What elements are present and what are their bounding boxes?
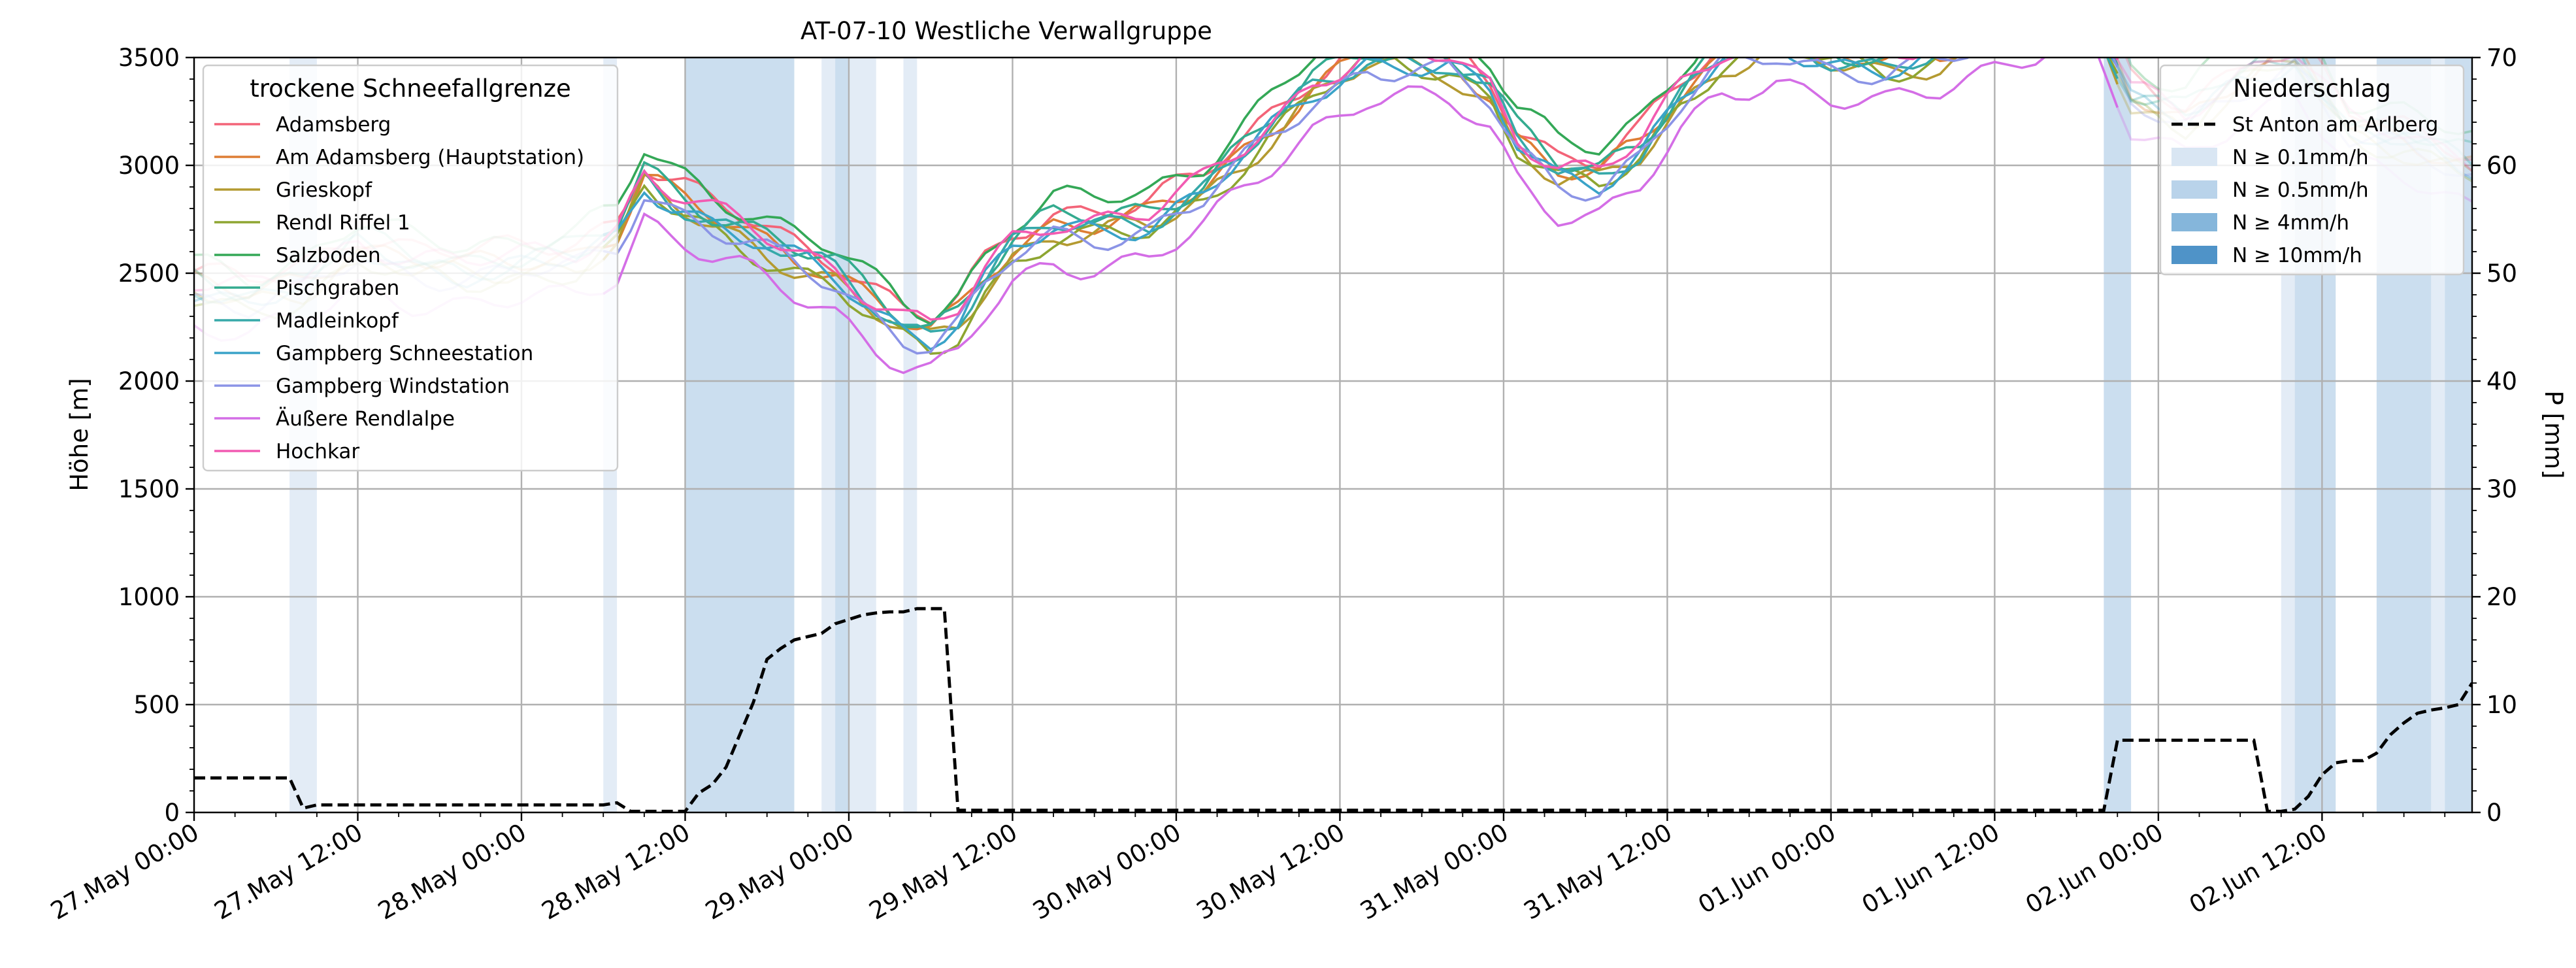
legend-title: trockene Schneefallgrenze <box>250 75 571 103</box>
y-tick-label: 500 <box>133 691 180 719</box>
y2-tick-label: 10 <box>2486 691 2517 719</box>
legend-precip-box <box>2159 64 2465 276</box>
legend-band-swatch <box>2171 213 2217 231</box>
series-line <box>603 58 2119 351</box>
legend-label: Hochkar <box>276 440 359 463</box>
legend-label: Gampberg Windstation <box>276 375 510 398</box>
precip-line <box>194 607 2472 812</box>
y2-tick-label: 40 <box>2486 367 2517 395</box>
y-tick-label: 0 <box>164 799 180 827</box>
y-axis-label: Höhe [m] <box>65 378 93 491</box>
series-line <box>603 58 2119 355</box>
y2-tick-label: 50 <box>2486 259 2517 288</box>
legend-band-swatch <box>2171 246 2217 264</box>
precip-band <box>903 58 917 812</box>
precip-band <box>2104 58 2132 812</box>
legend-label: Adamsberg <box>276 113 391 137</box>
y2-tick-label: 30 <box>2486 475 2517 503</box>
legend-band-label: N ≥ 0.5mm/h <box>2232 178 2369 202</box>
legend-band-label: N ≥ 10mm/h <box>2232 244 2362 267</box>
legend-precip: Niederschlag St Anton am Arlberg N ≥ 0.1mm… <box>2159 64 2465 276</box>
series-line <box>603 58 1700 325</box>
legend-band-swatch <box>2171 180 2217 199</box>
series-line <box>603 58 2119 375</box>
y2-tick-label: 70 <box>2486 44 2517 72</box>
legend-label: Am Adamsberg (Hauptstation) <box>276 146 584 169</box>
precip-band <box>821 58 836 812</box>
y-tick-label: 2000 <box>118 367 180 395</box>
y-tick-label: 1500 <box>118 475 180 503</box>
y-tick-label: 1000 <box>118 583 180 611</box>
y2-axis-label: P [mm] <box>2539 390 2568 478</box>
legend-band-label: N ≥ 0.1mm/h <box>2232 146 2369 169</box>
legend-precip-title: Niederschlag <box>2233 75 2391 103</box>
y2-tick-label: 20 <box>2486 583 2517 611</box>
legend-snowfall: trockene Schneefallgrenze Adamsberg Am Ada… <box>202 64 619 472</box>
legend-box <box>202 64 619 472</box>
legend-label: Madleinkopf <box>276 309 399 333</box>
precip-line-group <box>194 607 2472 812</box>
y2-tick-label: 60 <box>2486 152 2517 180</box>
legend-label: Salzboden <box>276 244 381 267</box>
y-tick-label: 3500 <box>118 44 180 72</box>
legend-band-swatch <box>2171 148 2217 166</box>
legend-label: Äußere Rendlalpe <box>276 407 455 431</box>
precip-band <box>685 58 795 812</box>
legend-label: Gampberg Schneestation <box>276 342 533 365</box>
legend-band-label: N ≥ 4mm/h <box>2232 211 2349 235</box>
y-tick-label: 2500 <box>118 259 180 288</box>
precip-band <box>835 58 849 812</box>
legend-label: Rendl Riffel 1 <box>276 211 410 235</box>
precip-band <box>848 58 876 812</box>
chart-title: AT-07-10 Westliche Verwallgruppe <box>801 17 1212 45</box>
series-line <box>602 58 2119 333</box>
y2-tick-label: 0 <box>2486 799 2502 827</box>
y-tick-label: 3000 <box>118 152 180 180</box>
legend-precip-line-label: St Anton am Arlberg <box>2232 113 2438 137</box>
plot-frame <box>193 56 2473 814</box>
legend-label: Grieskopf <box>276 178 372 202</box>
legend-label: Pischgraben <box>276 276 399 300</box>
